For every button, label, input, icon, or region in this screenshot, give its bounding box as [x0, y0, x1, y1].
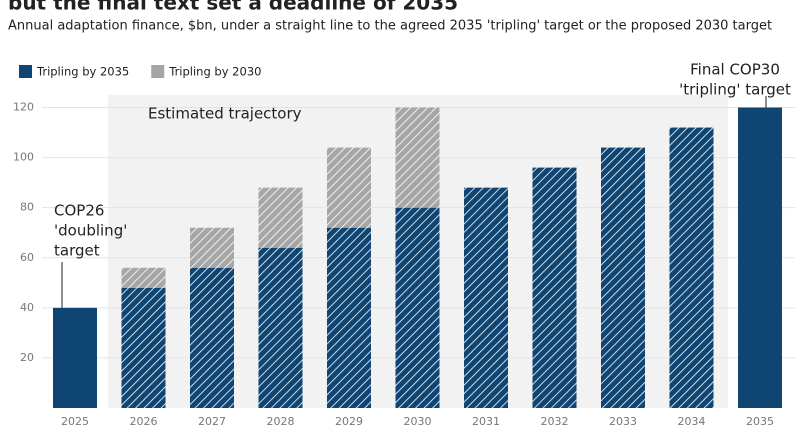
annotation: COP26 [54, 202, 104, 220]
y-tick-label: 80 [20, 201, 34, 214]
x-tick-label: 2035 [746, 415, 774, 428]
bar [190, 227, 234, 268]
x-tick-label: 2033 [609, 415, 637, 428]
y-tick-label: 60 [20, 251, 34, 264]
bar [190, 267, 234, 408]
annotation: Estimated trajectory [148, 105, 302, 123]
x-tick-label: 2025 [61, 415, 89, 428]
legend-label: Tripling by 2035 [36, 65, 129, 79]
chart-subtitle: Annual adaptation finance, $bn, under a … [8, 19, 772, 34]
annotation: 'doubling' [54, 222, 127, 240]
annotation: 'tripling' target [679, 81, 791, 99]
y-tick-label: 100 [13, 151, 34, 164]
bar [601, 147, 645, 409]
x-tick-label: 2027 [198, 415, 226, 428]
annotation: Final COP30 [690, 61, 780, 79]
x-tick-label: 2032 [541, 415, 569, 428]
legend-swatch [151, 65, 165, 78]
x-tick-label: 2028 [267, 415, 295, 428]
legend-label: Tripling by 2030 [168, 65, 261, 79]
y-tick-label: 40 [20, 301, 34, 314]
bar [327, 147, 371, 228]
bar [532, 167, 577, 408]
annotation: target [54, 242, 100, 260]
legend-swatch [19, 65, 32, 78]
bar [395, 207, 440, 408]
chart-title: but the final text set a deadline of 203… [8, 0, 458, 15]
bar [395, 107, 440, 208]
x-tick-label: 2034 [678, 415, 706, 428]
x-tick-label: 2026 [130, 415, 158, 428]
bar [464, 187, 508, 408]
bar [258, 247, 303, 408]
x-tick-label: 2029 [335, 415, 363, 428]
x-tick-label: 2030 [404, 415, 432, 428]
bar [669, 127, 714, 408]
x-tick-label: 2031 [472, 415, 500, 428]
bar [121, 287, 166, 408]
bar [738, 107, 782, 409]
bar [258, 187, 303, 248]
bar [121, 267, 166, 288]
y-tick-label: 120 [13, 101, 34, 114]
bar [53, 307, 97, 408]
y-tick-label: 20 [20, 351, 34, 364]
bar [327, 227, 371, 408]
